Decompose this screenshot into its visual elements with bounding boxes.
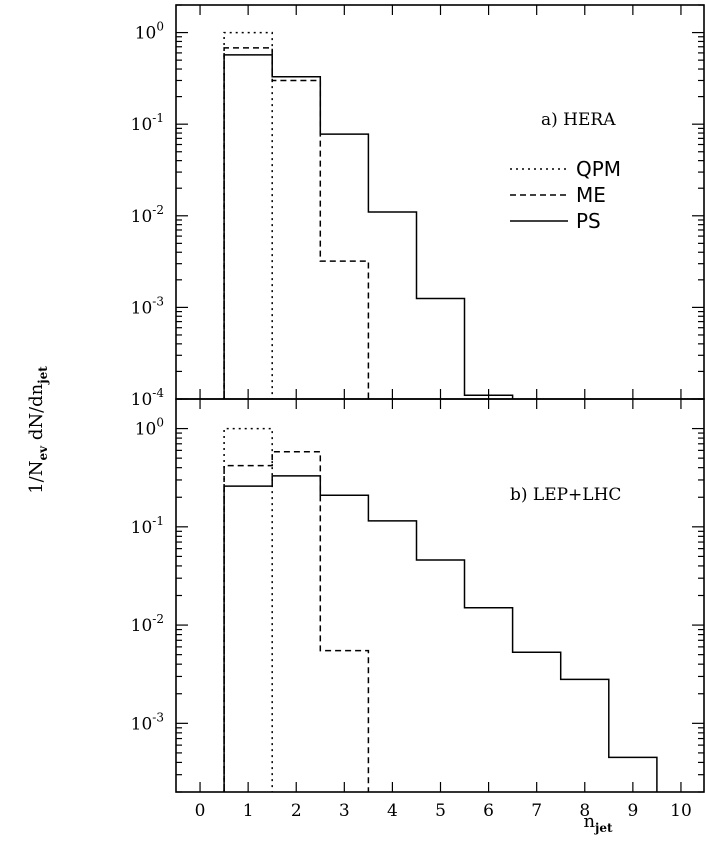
y-tick-label: 10-2 <box>131 612 164 636</box>
y-tick-label: 10-1 <box>131 111 164 135</box>
x-tick-label: 3 <box>339 801 350 821</box>
x-tick-label: 8 <box>579 801 590 821</box>
series-ps <box>223 54 514 399</box>
y-tick-label: 100 <box>135 20 164 44</box>
panel-hera: 100 10-1 10-2 10-3 10-4 a) HERA <box>131 4 705 410</box>
y-tick-label: 10-3 <box>131 710 164 734</box>
legend-label-ps: PS <box>576 209 601 233</box>
plot-frame <box>175 4 705 400</box>
legend-label-me: ME <box>576 183 606 207</box>
x-tick-label: 10 <box>670 801 692 821</box>
y-axis-title: 1/Nev dN/dnjet <box>26 366 50 494</box>
x-tick-label: 7 <box>531 801 542 821</box>
x-axis-title: njet <box>583 811 613 835</box>
x-tick-label: 9 <box>627 801 638 821</box>
series-me <box>223 451 370 792</box>
y-tick-label: 10-1 <box>131 514 164 538</box>
x-tick-label: 0 <box>195 801 206 821</box>
panel-label: a) HERA <box>541 110 616 130</box>
x-tick-label: 4 <box>387 801 398 821</box>
series-qpm <box>223 31 273 399</box>
series-me <box>223 47 370 399</box>
panel-lep-lhc: 100 10-1 10-2 10-3 0 1 2 3 4 5 6 7 8 9 10 b) LEP+LHC <box>131 398 705 821</box>
x-tick-label: 6 <box>483 801 494 821</box>
plot-frame <box>175 398 705 793</box>
legend-label-qpm: QPM <box>576 157 621 181</box>
y-tick-label: 10-3 <box>131 294 164 318</box>
x-tick-label: 2 <box>291 801 302 821</box>
panel-label: b) LEP+LHC <box>510 485 621 505</box>
x-tick-label: 5 <box>435 801 446 821</box>
y-tick-label: 10-2 <box>131 203 164 227</box>
y-tick-label: 10-4 <box>131 386 165 410</box>
series-qpm <box>223 427 273 792</box>
x-tick-label: 1 <box>243 801 254 821</box>
y-tick-label: 100 <box>135 416 164 440</box>
series-ps <box>223 475 658 792</box>
